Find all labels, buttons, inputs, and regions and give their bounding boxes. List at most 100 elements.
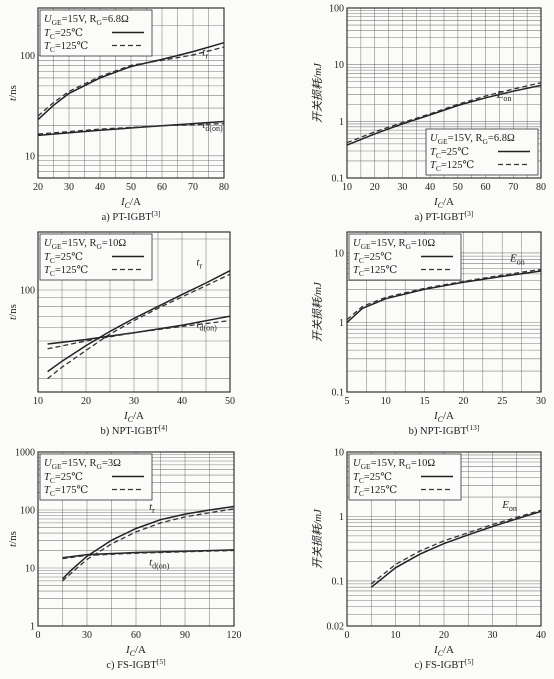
x-tick-label: 20	[33, 182, 43, 193]
x-axis-label: IC/A	[433, 196, 454, 210]
x-tick-label: 60	[131, 630, 141, 641]
y-tick-label: 1	[339, 512, 344, 523]
x-tick-label: 15	[420, 396, 430, 407]
x-tick-label: 60	[157, 182, 167, 193]
chart-1: 20 30 40 50 60 70 80 10 100 IC/A t/ns tr td(on) UGE=1…	[7, 7, 229, 223]
y-axis-label: 开关损耗/mJ	[311, 508, 324, 569]
y-tick-label: 1000	[15, 448, 35, 459]
series-line-tdon-dashed	[47, 319, 231, 350]
series-line-tr-dashed	[37, 46, 225, 117]
y-tick-label: 100	[20, 506, 35, 517]
plot-frame	[346, 231, 542, 393]
chart-caption: c) FS-IGBT[5]	[414, 657, 473, 671]
x-tick-label: 30	[82, 630, 92, 641]
chart-caption: a) PT-IGBT[3]	[415, 209, 474, 223]
x-tick-label: 40	[425, 182, 435, 193]
x-tick-label: 20	[458, 396, 468, 407]
y-tick-label: 0.1	[332, 576, 345, 587]
x-tick-label: 30	[129, 396, 139, 407]
x-tick-label: 0	[36, 630, 41, 641]
plot-frame	[37, 7, 225, 179]
curve-annotation: Eon	[501, 499, 517, 513]
x-tick-label: 0	[345, 630, 350, 641]
y-tick-label: 10	[334, 448, 344, 459]
y-axis-label: 开关损耗/mJ	[311, 281, 324, 342]
x-tick-label: 30	[536, 396, 546, 407]
series-line-eon-dashed	[370, 509, 542, 585]
legend-conditions: UGE=15V, RG=10Ω	[44, 238, 126, 251]
x-tick-label: 120	[227, 630, 242, 641]
legend-conditions: UGE=15V, RG=10Ω	[353, 238, 435, 251]
curve-annotation: tr	[202, 47, 208, 61]
series-line-tr-solid	[61, 505, 235, 580]
y-tick-label: 10	[334, 60, 344, 71]
series-line-tdon-solid	[47, 315, 231, 345]
y-axis-label: t/ns	[7, 85, 19, 101]
legend-box	[425, 128, 539, 176]
series-line-tdon-dashed	[62, 549, 235, 560]
y-tick-label: 10	[25, 564, 35, 575]
x-tick-label: 60	[481, 182, 491, 193]
chart-4: 5 10 15 20 25 30 0.1 1 10 IC/A 开关损耗/mJ Eon UGE=15V, …	[311, 231, 546, 437]
x-tick-label: 10	[33, 396, 43, 407]
curve-annotation: Eon	[509, 253, 525, 267]
chart-caption: b) NPT-IGBT[13]	[409, 423, 480, 437]
series-line-tdon-dashed	[37, 122, 225, 135]
x-tick-label: 50	[453, 182, 463, 193]
series-line-eon-solid	[346, 270, 542, 324]
legend-entry-label: TC=125℃	[44, 41, 89, 54]
x-tick-label: 70	[508, 182, 518, 193]
x-tick-label: 40	[95, 182, 105, 193]
x-tick-label: 30	[397, 182, 407, 193]
x-tick-label: 30	[64, 182, 74, 193]
chart-3: 10 20 30 40 50 100 IC/A t/ns tr td(on) UGE=15V, RG…	[7, 231, 235, 437]
series-line-tr-solid	[47, 270, 231, 373]
curve-annotation: td(on)	[202, 119, 223, 133]
chart-caption: a) PT-IGBT[3]	[102, 209, 161, 223]
chart-caption: c) FS-IGBT[5]	[106, 657, 165, 671]
x-tick-label: 20	[81, 396, 91, 407]
series-line-tr-dashed	[62, 508, 235, 582]
legend-entry-label: TC=125℃	[353, 265, 398, 278]
series-line-tr-dashed	[47, 273, 231, 380]
y-axis-label: t/ns	[7, 304, 19, 320]
y-tick-label: 1	[339, 117, 344, 128]
x-tick-label: 40	[177, 396, 187, 407]
series-line-eon-dashed	[346, 82, 542, 144]
curve-annotation: Eon	[496, 89, 512, 103]
x-tick-label: 30	[488, 630, 498, 641]
legend-entry-label: TC=175℃	[44, 485, 89, 498]
y-tick-label: 10	[25, 151, 35, 162]
x-tick-label: 25	[497, 396, 507, 407]
legend-entry-label: TC=125℃	[44, 265, 89, 278]
legend-entry-label: TC=25℃	[44, 28, 83, 41]
chart-6: 0 10 20 30 40 0.02 0.1 1 10 IC/A 开关损耗/mJ Eon UGE=15V…	[311, 448, 546, 672]
chart-5: 0 30 60 90 1201101001000IC/At/nstrtd(on)UGE=…	[7, 448, 242, 672]
series-line-eon-solid	[370, 510, 542, 588]
x-tick-label: 70	[188, 182, 198, 193]
x-tick-label: 10	[381, 396, 391, 407]
legend-conditions: UGE=15V, RG=3Ω	[44, 458, 121, 471]
x-axis-label: IC/A	[125, 644, 146, 658]
x-tick-label: 90	[180, 630, 190, 641]
plot-frame	[346, 7, 542, 179]
chart-2: 10 20 30 40 50 60 70 80 0.1 1 10 100 IC/A 开关损耗/mJ Eon U…	[311, 4, 546, 224]
legend-entry-label: TC=125℃	[353, 485, 398, 498]
y-tick-label: 100	[329, 4, 344, 15]
x-tick-label: 40	[536, 630, 546, 641]
series-line-tr-solid	[37, 41, 225, 121]
curve-annotation: tr	[196, 256, 202, 270]
x-axis-label: IC/A	[120, 196, 141, 210]
x-tick-label: 50	[225, 396, 235, 407]
y-tick-label: 1	[339, 318, 344, 329]
legend-conditions: UGE=15V, RG=10Ω	[353, 458, 435, 471]
y-tick-label: 0.02	[327, 622, 345, 633]
x-tick-label: 80	[536, 182, 546, 193]
x-tick-label: 5	[345, 396, 350, 407]
y-tick-label: 10	[334, 248, 344, 259]
